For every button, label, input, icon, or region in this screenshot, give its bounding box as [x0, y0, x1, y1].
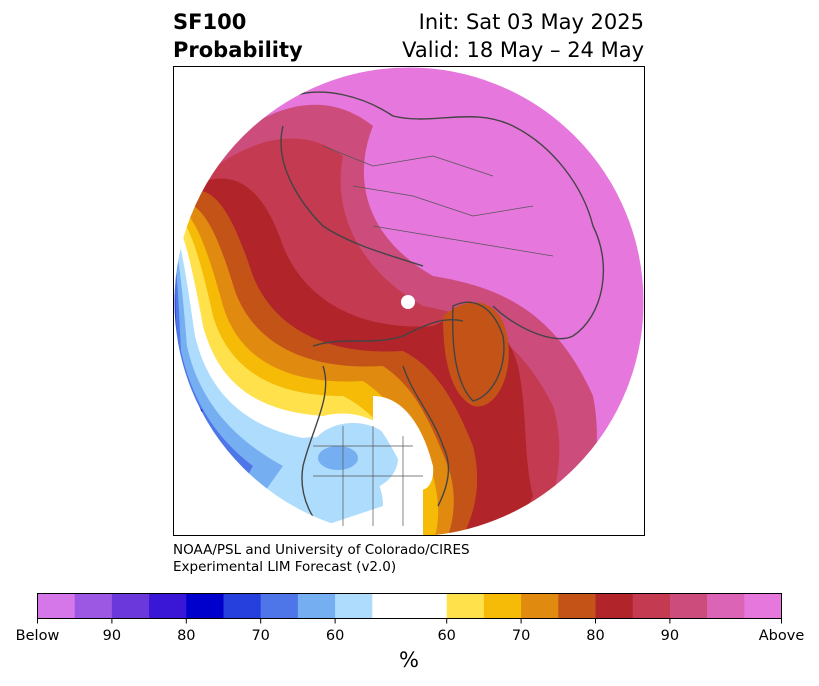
colorbar-cell	[186, 593, 224, 619]
colorbar-tick-label: 70	[511, 628, 531, 644]
north-pole-hole	[401, 295, 415, 309]
political-borders	[313, 145, 554, 526]
colorbar-tick-label: 90	[660, 628, 680, 644]
colorbar-cell	[409, 593, 448, 619]
colorbar-cell	[744, 593, 782, 619]
greenland-above-region	[443, 302, 509, 407]
title-variable: SF100	[173, 10, 247, 34]
credit-line-1: NOAA/PSL and University of Colorado/CIRE…	[173, 542, 470, 558]
colorbar-cell	[707, 593, 745, 619]
credit-text: NOAA/PSL and University of Colorado/CIRE…	[173, 542, 470, 576]
credit-line-2: Experimental LIM Forecast (v2.0)	[173, 559, 397, 575]
colorbar-cell	[521, 593, 559, 619]
colorbar-cell	[632, 593, 671, 619]
init-date: Init: Sat 03 May 2025	[418, 10, 644, 34]
colorbar-cell	[37, 593, 76, 619]
colorbar-tick-label: 60	[325, 628, 345, 644]
map-title: SF100 Probability	[173, 8, 303, 64]
colorbar-tick-label: 60	[437, 628, 456, 644]
colorbar-tick-label: 90	[102, 628, 122, 644]
colorbar-cell	[595, 593, 634, 619]
colorbar-tick-label: 70	[251, 628, 270, 644]
colorbar-cell	[260, 593, 299, 619]
polar-map-graphic	[173, 66, 645, 536]
colorbar-tick-label: Below	[15, 628, 60, 644]
valid-dates: Valid: 18 May – 24 May	[402, 38, 644, 62]
forecast-dates: Init: Sat 03 May 2025 Valid: 18 May – 24…	[402, 8, 644, 64]
colorbar-cell	[669, 593, 708, 619]
colorbar-cell	[446, 593, 485, 619]
polar-map	[173, 66, 645, 536]
colorbar-units: %	[399, 648, 419, 672]
colorbar-tick-label: 80	[177, 628, 196, 644]
colorbar-cell	[483, 593, 522, 619]
colorbar-cell	[111, 593, 150, 619]
colorbar-cell	[558, 593, 596, 619]
colorbar-cell	[223, 593, 262, 619]
colorbar-tick-label: 80	[586, 628, 605, 644]
colorbar-cell	[335, 593, 373, 619]
colorbar-tick-label: Above	[758, 628, 805, 644]
title-product: Probability	[173, 38, 303, 62]
colorbar-cell	[74, 593, 113, 619]
colorbar-cell	[297, 593, 336, 619]
colorbar-cell	[372, 593, 410, 619]
colorbar-cell	[149, 593, 187, 619]
